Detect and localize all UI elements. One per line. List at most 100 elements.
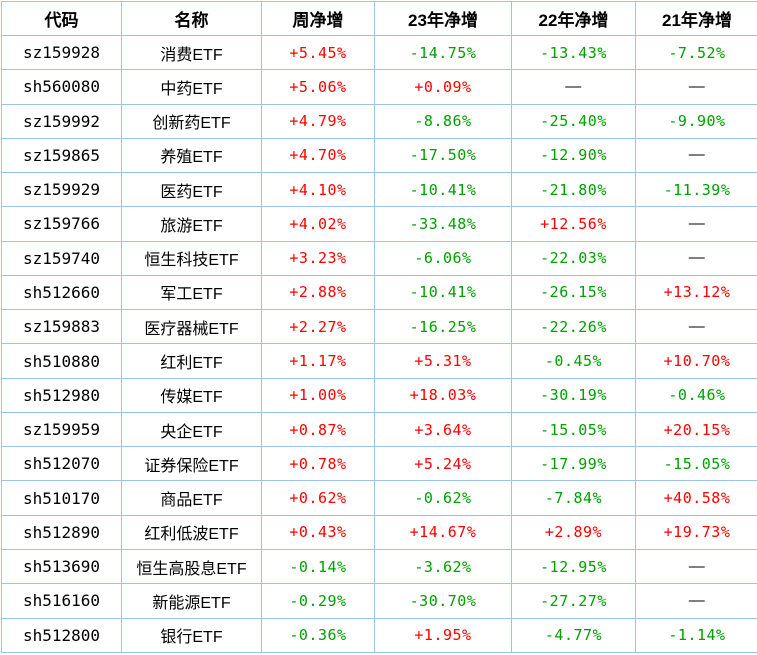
pct-value-cell: -33.48% (375, 207, 512, 241)
etf-name-cell: 中药ETF (122, 70, 262, 104)
etf-code-cell: sz159865 (2, 138, 122, 172)
pct-value-cell: -17.99% (512, 447, 636, 481)
pct-value-cell: +18.03% (375, 378, 512, 412)
pct-value-cell: -4.77% (512, 618, 636, 652)
etf-code-cell: sz159959 (2, 412, 122, 446)
etf-code-cell: sh512980 (2, 378, 122, 412)
pct-value-cell: +5.06% (262, 70, 375, 104)
pct-value-cell: +10.70% (636, 344, 757, 378)
pct-value-cell: -0.29% (262, 584, 375, 618)
pct-value-cell: -15.05% (512, 412, 636, 446)
pct-value-cell: -14.75% (375, 36, 512, 70)
pct-value-cell: — (636, 138, 757, 172)
pct-value-cell: +5.24% (375, 447, 512, 481)
pct-value-cell: +0.62% (262, 481, 375, 515)
pct-value-cell: -25.40% (512, 104, 636, 138)
etf-name-cell: 养殖ETF (122, 138, 262, 172)
pct-value-cell: — (636, 310, 757, 344)
pct-value-cell: — (636, 241, 757, 275)
etf-name-cell: 央企ETF (122, 412, 262, 446)
pct-value-cell: +2.89% (512, 515, 636, 549)
etf-code-cell: sz159766 (2, 207, 122, 241)
etf-name-cell: 军工ETF (122, 275, 262, 309)
etf-name-cell: 红利低波ETF (122, 515, 262, 549)
etf-code-cell: sz159929 (2, 173, 122, 207)
column-header: 23年净增 (375, 2, 512, 36)
pct-value-cell: -30.70% (375, 584, 512, 618)
etf-code-cell: sz159740 (2, 241, 122, 275)
pct-value-cell: +1.17% (262, 344, 375, 378)
etf-code-cell: sz159992 (2, 104, 122, 138)
etf-code-cell: sh510170 (2, 481, 122, 515)
etf-code-cell: sh513690 (2, 549, 122, 583)
etf-name-cell: 证券保险ETF (122, 447, 262, 481)
pct-value-cell: — (636, 549, 757, 583)
pct-value-cell: -9.90% (636, 104, 757, 138)
etf-code-cell: sz159883 (2, 310, 122, 344)
pct-value-cell: -12.95% (512, 549, 636, 583)
pct-value-cell: +1.00% (262, 378, 375, 412)
pct-value-cell: +20.15% (636, 412, 757, 446)
pct-value-cell: +3.23% (262, 241, 375, 275)
pct-value-cell: +1.95% (375, 618, 512, 652)
pct-value-cell: — (636, 207, 757, 241)
etf-code-cell: sh512070 (2, 447, 122, 481)
pct-value-cell: -10.41% (375, 173, 512, 207)
pct-value-cell: -3.62% (375, 549, 512, 583)
pct-value-cell: +0.87% (262, 412, 375, 446)
etf-name-cell: 银行ETF (122, 618, 262, 652)
pct-value-cell: -12.90% (512, 138, 636, 172)
pct-value-cell: — (636, 584, 757, 618)
pct-value-cell: +0.43% (262, 515, 375, 549)
pct-value-cell: — (636, 70, 757, 104)
column-header: 21年净增 (636, 2, 757, 36)
etf-name-cell: 医药ETF (122, 173, 262, 207)
pct-value-cell: +0.78% (262, 447, 375, 481)
pct-value-cell: +19.73% (636, 515, 757, 549)
pct-value-cell: -17.50% (375, 138, 512, 172)
pct-value-cell: +14.67% (375, 515, 512, 549)
pct-value-cell: -11.39% (636, 173, 757, 207)
etf-name-cell: 恒生科技ETF (122, 241, 262, 275)
pct-value-cell: +13.12% (636, 275, 757, 309)
pct-value-cell: +4.10% (262, 173, 375, 207)
pct-value-cell: +2.88% (262, 275, 375, 309)
pct-value-cell: — (512, 70, 636, 104)
column-header: 名称 (122, 2, 262, 36)
pct-value-cell: +4.70% (262, 138, 375, 172)
etf-code-cell: sz159928 (2, 36, 122, 70)
etf-code-cell: sh560080 (2, 70, 122, 104)
pct-value-cell: -0.62% (375, 481, 512, 515)
etf-name-cell: 红利ETF (122, 344, 262, 378)
pct-value-cell: -27.27% (512, 584, 636, 618)
pct-value-cell: -15.05% (636, 447, 757, 481)
pct-value-cell: -7.84% (512, 481, 636, 515)
column-header: 代码 (2, 2, 122, 36)
etf-code-cell: sh512890 (2, 515, 122, 549)
etf-name-cell: 传媒ETF (122, 378, 262, 412)
etf-name-cell: 新能源ETF (122, 584, 262, 618)
etf-name-cell: 消费ETF (122, 36, 262, 70)
pct-value-cell: -22.03% (512, 241, 636, 275)
pct-value-cell: -0.46% (636, 378, 757, 412)
pct-value-cell: +4.79% (262, 104, 375, 138)
pct-value-cell: +2.27% (262, 310, 375, 344)
pct-value-cell: -30.19% (512, 378, 636, 412)
pct-value-cell: -10.41% (375, 275, 512, 309)
pct-value-cell: -26.15% (512, 275, 636, 309)
